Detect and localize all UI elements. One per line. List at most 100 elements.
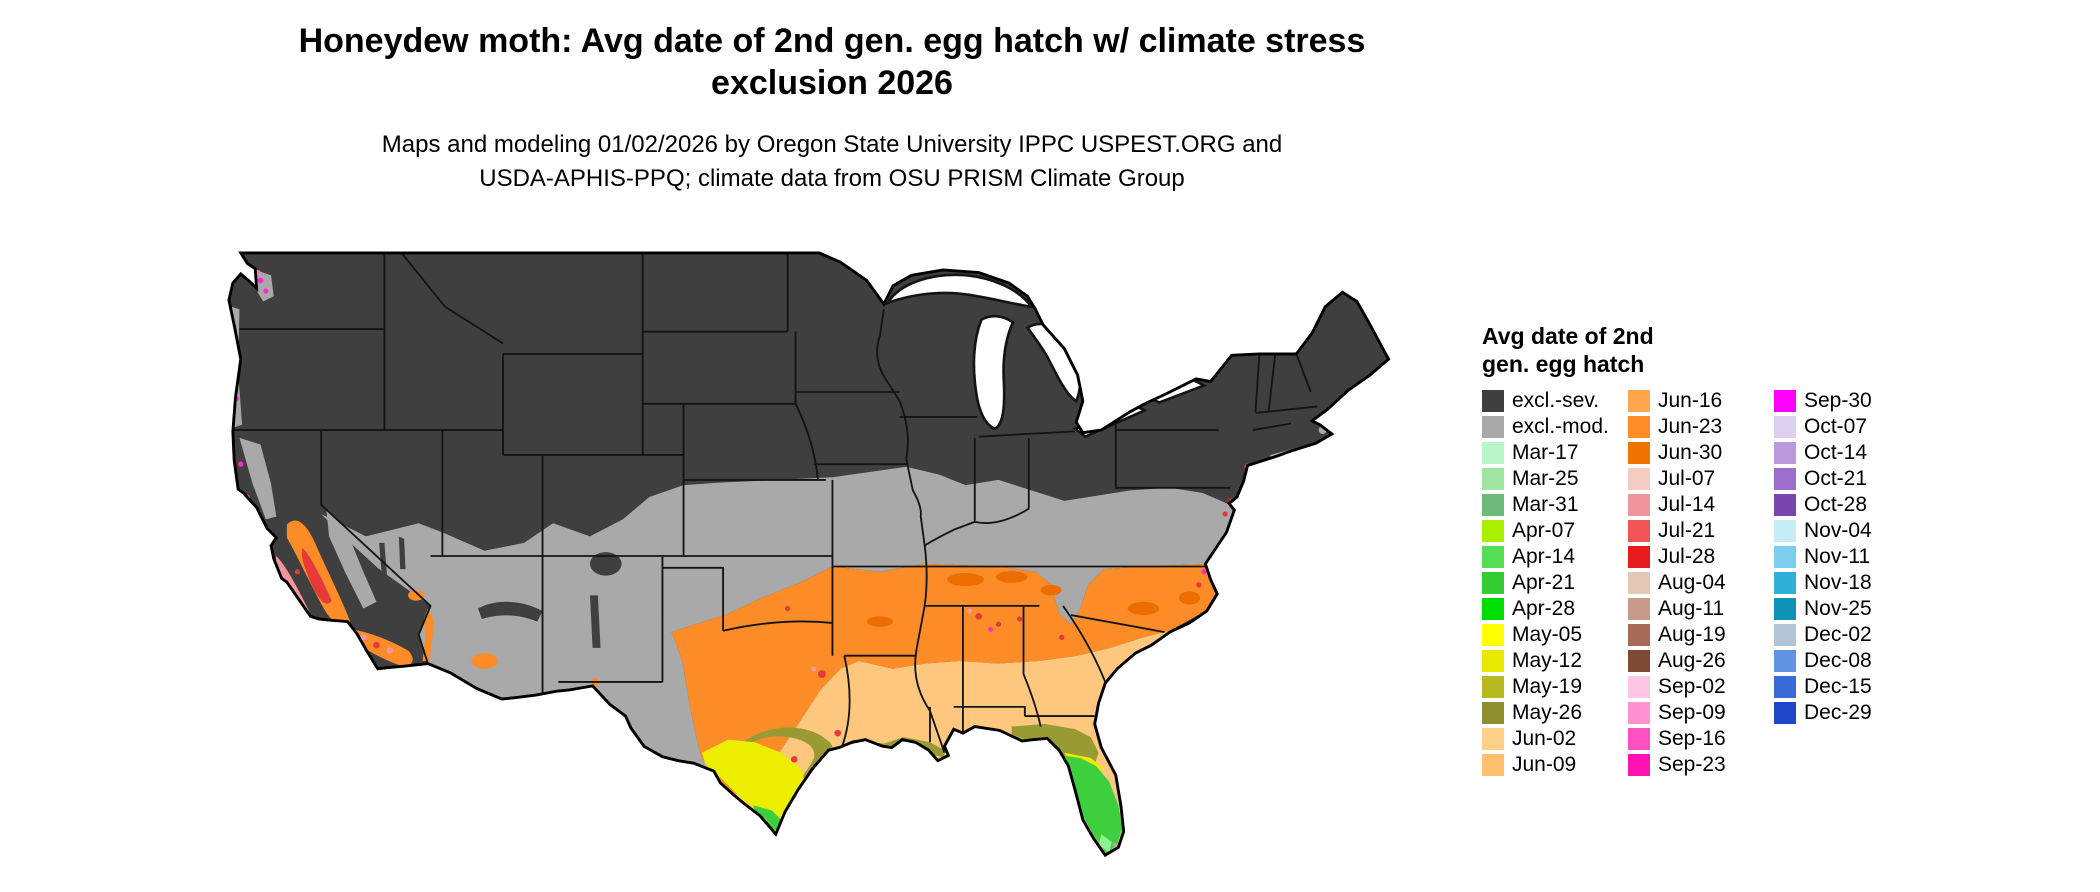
legend-swatch <box>1482 754 1504 776</box>
legend-entry: Nov-25 <box>1774 596 1920 622</box>
legend-swatch <box>1774 468 1796 490</box>
legend-label: Jul-21 <box>1658 519 1716 542</box>
legend-swatch <box>1774 624 1796 646</box>
legend-label: Mar-17 <box>1512 441 1579 464</box>
legend-swatch <box>1628 494 1650 516</box>
legend-label: Sep-16 <box>1658 727 1726 750</box>
legend-label: Mar-31 <box>1512 493 1579 516</box>
title-line-1: Honeydew moth: Avg date of 2nd gen. egg … <box>298 22 1366 60</box>
legend-entry: Sep-09 <box>1628 700 1774 726</box>
vegas-orange <box>408 590 424 601</box>
legend-entry: Nov-18 <box>1774 570 1920 596</box>
legend-entry: Mar-25 <box>1482 466 1628 492</box>
legend-entry: Dec-02 <box>1774 622 1920 648</box>
phoenix-orange <box>471 653 498 669</box>
subtitle-line-1: Maps and modeling 01/02/2026 by Oregon S… <box>381 131 1283 158</box>
legend-label: Apr-07 <box>1512 519 1576 542</box>
legend-label: Sep-02 <box>1658 675 1726 698</box>
legend-entry: Mar-17 <box>1482 440 1628 466</box>
legend-entry: Jul-14 <box>1628 492 1774 518</box>
legend-entry: excl.-mod. <box>1482 414 1628 440</box>
legend-swatch <box>1774 494 1796 516</box>
region-excl-moderate-central-southwest <box>321 466 1234 770</box>
legend-swatch <box>1628 728 1650 750</box>
legend-swatch <box>1482 494 1504 516</box>
legend-swatch <box>1482 442 1504 464</box>
legend-label: May-19 <box>1512 675 1583 698</box>
legend-entry: Aug-04 <box>1628 570 1774 596</box>
legend-label: Nov-25 <box>1804 597 1872 620</box>
legend-entry: Oct-14 <box>1774 440 1920 466</box>
lake-michigan <box>972 314 1015 431</box>
legend-label: Jul-28 <box>1658 545 1716 568</box>
legend-entry: Aug-19 <box>1628 622 1774 648</box>
legend-swatch <box>1482 390 1504 412</box>
legend-entry: Oct-28 <box>1774 492 1920 518</box>
legend-entry: Aug-11 <box>1628 596 1774 622</box>
legend-swatch <box>1628 572 1650 594</box>
legend-entry: Apr-07 <box>1482 518 1628 544</box>
legend-label: Jun-23 <box>1658 415 1723 438</box>
legend-entry: Sep-30 <box>1774 388 1920 414</box>
legend-label: Oct-14 <box>1804 441 1868 464</box>
legend-label: Sep-23 <box>1658 753 1726 776</box>
legend-swatch <box>1774 676 1796 698</box>
legend-entry: Jul-28 <box>1628 544 1774 570</box>
legend-swatch <box>1628 520 1650 542</box>
legend-swatch <box>1774 520 1796 542</box>
legend-label: Sep-09 <box>1658 701 1726 724</box>
legend-label: Aug-04 <box>1658 571 1726 594</box>
legend-label: excl.-sev. <box>1512 389 1600 412</box>
region-dark-mottle-southwest <box>379 536 622 648</box>
legend-entry: May-05 <box>1482 622 1628 648</box>
legend-title-line-1: Avg date of 2nd <box>1482 323 1654 349</box>
legend-swatch <box>1774 650 1796 672</box>
legend-entry: May-26 <box>1482 700 1628 726</box>
header: Honeydew moth: Avg date of 2nd gen. egg … <box>232 20 1432 196</box>
legend-swatch <box>1628 468 1650 490</box>
legend-entry: Jun-09 <box>1482 752 1628 778</box>
legend-label: Nov-18 <box>1804 571 1872 594</box>
legend-entry: May-12 <box>1482 648 1628 674</box>
legend-swatch <box>1482 728 1504 750</box>
legend-swatch <box>1482 468 1504 490</box>
legend-label: Apr-21 <box>1512 571 1576 594</box>
legend-label: Nov-11 <box>1804 545 1871 568</box>
legend-entry: Mar-31 <box>1482 492 1628 518</box>
us-map-svg <box>227 251 1391 858</box>
legend-swatch <box>1628 650 1650 672</box>
legend-swatch <box>1774 390 1796 412</box>
legend-label: Mar-25 <box>1512 467 1579 490</box>
legend-swatch <box>1482 520 1504 542</box>
legend-swatch <box>1628 676 1650 698</box>
california-valley-red-core <box>301 548 332 604</box>
legend-swatch <box>1482 546 1504 568</box>
legend-title-line-2: gen. egg hatch <box>1482 351 1645 377</box>
legend-entry: Sep-23 <box>1628 752 1774 778</box>
legend-label: Jul-07 <box>1658 467 1716 490</box>
legend-label: Dec-08 <box>1804 649 1872 672</box>
legend-entry: Jul-21 <box>1628 518 1774 544</box>
legend-entry: Apr-21 <box>1482 570 1628 596</box>
legend-label: Nov-04 <box>1804 519 1872 542</box>
legend-entry: Oct-07 <box>1774 414 1920 440</box>
legend-swatch <box>1482 416 1504 438</box>
legend-label: May-26 <box>1512 701 1583 724</box>
legend-swatch <box>1482 676 1504 698</box>
legend-entry: Jun-16 <box>1628 388 1774 414</box>
legend-swatch <box>1774 598 1796 620</box>
legend-title: Avg date of 2nd gen. egg hatch <box>1482 322 1942 378</box>
legend-column: Sep-30 Oct-07 Oct-14 Oct-21 Oct-28 Nov-04 Nov-… <box>1774 388 1920 778</box>
legend-swatch <box>1482 702 1504 724</box>
legend-label: Apr-14 <box>1512 545 1576 568</box>
legend-swatch <box>1482 598 1504 620</box>
legend: Avg date of 2nd gen. egg hatch excl.-sev… <box>1482 322 1942 778</box>
legend-entry: Apr-28 <box>1482 596 1628 622</box>
map-color-layers <box>228 252 1327 856</box>
legend-entry: Apr-14 <box>1482 544 1628 570</box>
national-border <box>227 251 1391 858</box>
legend-label: Sep-30 <box>1804 389 1872 412</box>
subtitle-line-2: USDA-APHIS-PPQ; climate data from OSU PR… <box>479 165 1185 192</box>
legend-label: Oct-07 <box>1804 415 1868 438</box>
legend-swatch <box>1482 650 1504 672</box>
